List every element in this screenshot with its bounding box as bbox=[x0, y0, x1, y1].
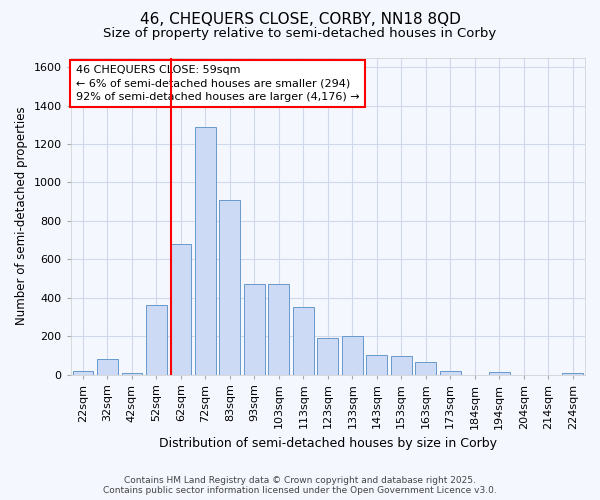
Bar bbox=[415, 362, 436, 374]
Bar bbox=[220, 200, 241, 374]
Bar bbox=[195, 126, 216, 374]
Bar bbox=[342, 336, 363, 374]
Bar bbox=[293, 308, 314, 374]
Bar bbox=[170, 244, 191, 374]
Bar bbox=[489, 372, 509, 374]
Text: 46, CHEQUERS CLOSE, CORBY, NN18 8QD: 46, CHEQUERS CLOSE, CORBY, NN18 8QD bbox=[140, 12, 460, 28]
Bar bbox=[122, 372, 142, 374]
X-axis label: Distribution of semi-detached houses by size in Corby: Distribution of semi-detached houses by … bbox=[159, 437, 497, 450]
Bar bbox=[391, 356, 412, 374]
Bar bbox=[317, 338, 338, 374]
Text: Contains HM Land Registry data © Crown copyright and database right 2025.
Contai: Contains HM Land Registry data © Crown c… bbox=[103, 476, 497, 495]
Text: Size of property relative to semi-detached houses in Corby: Size of property relative to semi-detach… bbox=[103, 28, 497, 40]
Bar bbox=[440, 370, 461, 374]
Bar bbox=[562, 372, 583, 374]
Bar bbox=[244, 284, 265, 374]
Bar bbox=[268, 284, 289, 374]
Bar bbox=[367, 356, 387, 374]
Bar bbox=[146, 306, 167, 374]
Bar bbox=[73, 370, 94, 374]
Y-axis label: Number of semi-detached properties: Number of semi-detached properties bbox=[15, 106, 28, 326]
Bar bbox=[97, 359, 118, 374]
Text: 46 CHEQUERS CLOSE: 59sqm
← 6% of semi-detached houses are smaller (294)
92% of s: 46 CHEQUERS CLOSE: 59sqm ← 6% of semi-de… bbox=[76, 66, 359, 102]
